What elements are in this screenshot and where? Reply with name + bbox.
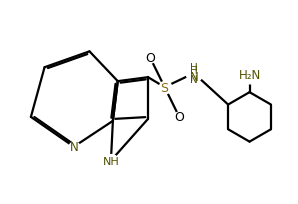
Text: S: S [161, 81, 169, 94]
Text: H₂N: H₂N [238, 69, 261, 82]
Text: H
N: H N [190, 63, 198, 85]
Text: NH: NH [103, 156, 119, 166]
Text: H: H [190, 66, 198, 76]
Text: N: N [190, 71, 198, 84]
Text: N: N [69, 141, 78, 153]
Text: O: O [145, 52, 155, 64]
Text: O: O [174, 111, 184, 124]
